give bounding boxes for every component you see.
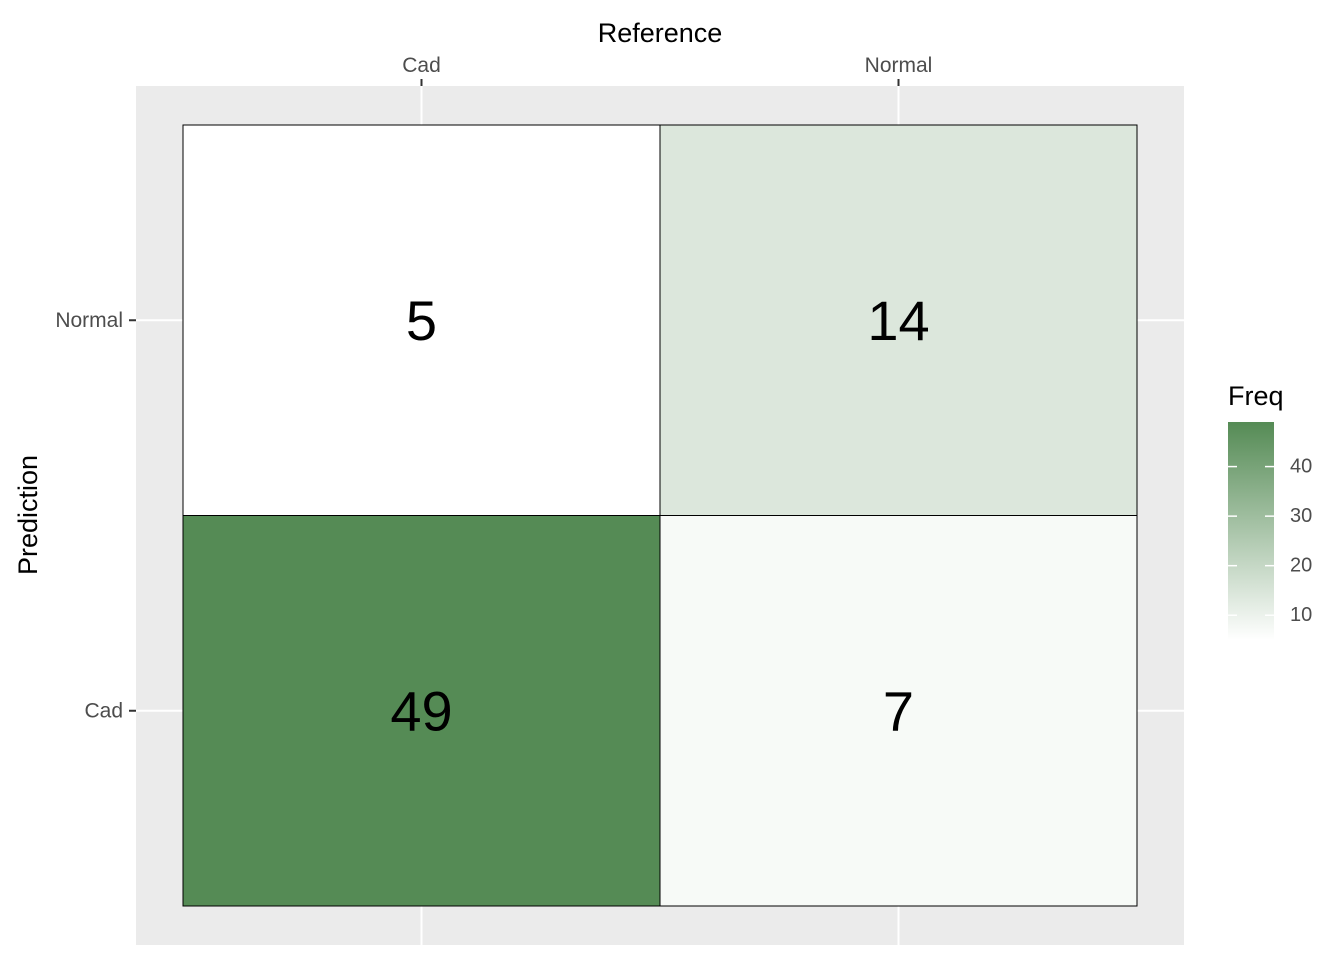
legend-tick-label: 30 (1290, 505, 1312, 527)
legend-title: Freq (1228, 381, 1284, 411)
y-axis-title: Prediction (13, 455, 43, 575)
legend-tick-label: 20 (1290, 555, 1312, 577)
legend: Freq 10 20 30 40 (1228, 381, 1312, 640)
heatmap-cell (182, 515, 661, 907)
cell-value-label: 49 (390, 679, 452, 742)
x-tick-label: Cad (402, 54, 441, 77)
y-tick-label: Normal (55, 309, 123, 332)
x-tick-label: Normal (865, 54, 933, 77)
legend-tick-label: 10 (1290, 604, 1312, 626)
cell-value-label: 7 (883, 679, 914, 742)
heatmap-cell (182, 124, 661, 516)
y-tick-label: Cad (84, 699, 123, 722)
legend-tick-label: 40 (1290, 456, 1312, 478)
heatmap-cell (659, 515, 1138, 907)
axes: Reference Prediction Cad Normal Cad Normal (13, 18, 932, 722)
legend-colorbar (1228, 422, 1274, 640)
cell-value-label: 5 (406, 289, 437, 352)
heatmap-cells: 5 14 49 7 (182, 124, 1138, 907)
x-axis-title: Reference (598, 18, 723, 48)
cell-value-label: 14 (867, 289, 929, 352)
heatmap-cell (659, 124, 1138, 516)
